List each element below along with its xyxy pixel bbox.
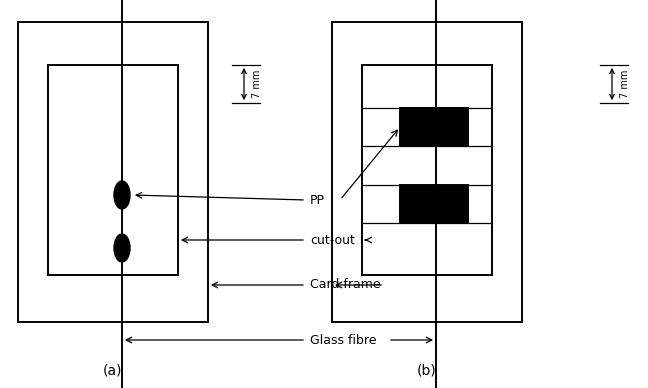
Bar (18, 22, 208, 322)
Text: 7 mm: 7 mm (620, 70, 630, 98)
Ellipse shape (114, 234, 130, 262)
Text: cut-out: cut-out (310, 234, 355, 246)
Bar (400, 108, 468, 146)
Bar (332, 22, 522, 322)
Text: 7 mm: 7 mm (252, 70, 262, 98)
Text: (a): (a) (103, 363, 122, 377)
Ellipse shape (114, 181, 130, 209)
Text: Card frame: Card frame (310, 279, 380, 291)
Bar (362, 65, 492, 275)
Bar (400, 185, 468, 223)
Text: PP: PP (310, 194, 325, 206)
Text: Glass fibre: Glass fibre (310, 334, 376, 346)
Bar (48, 65, 178, 275)
Text: (b): (b) (417, 363, 437, 377)
